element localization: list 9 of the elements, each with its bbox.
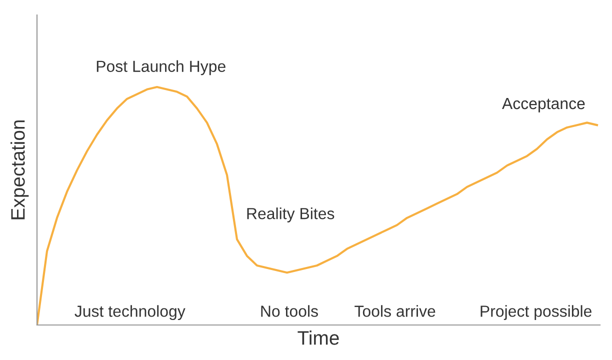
- annotation: No tools: [261, 305, 318, 317]
- annotation: Just technology: [74, 305, 186, 320]
- annotation: Acceptance: [502, 98, 585, 112]
- x-axis-title: Time: [298, 330, 339, 345]
- y-axis-title: Expectation: [10, 120, 29, 220]
- annotation: Tools arrive: [354, 305, 436, 317]
- text: Post Launch Hype: [96, 60, 226, 76]
- annotation: Project possible: [480, 305, 592, 320]
- annotation: Reality Bites: [247, 208, 334, 222]
